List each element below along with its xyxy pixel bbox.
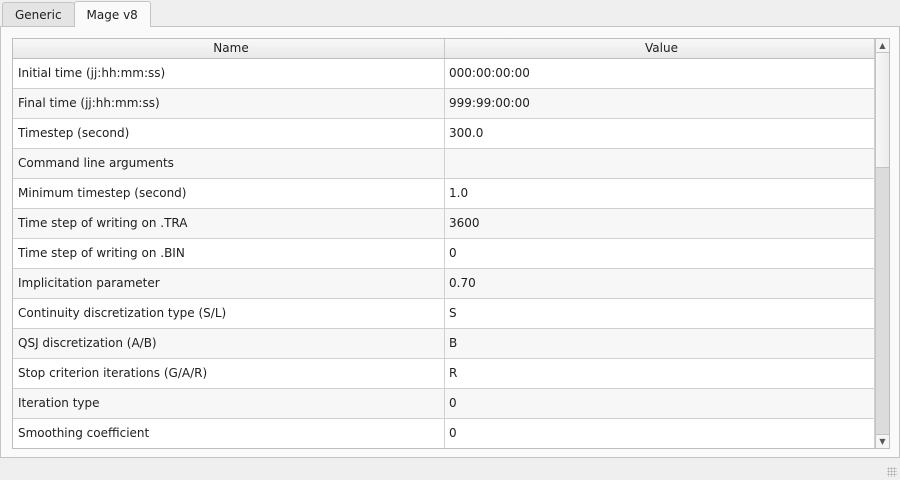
table-header: Name Value bbox=[13, 39, 889, 59]
table-row[interactable]: Initial time (jj:hh:mm:ss) 000:00:00:00 bbox=[13, 59, 889, 89]
table-row[interactable]: Timestep (second) 300.0 bbox=[13, 119, 889, 149]
table-row[interactable]: QSJ discretization (A/B) B bbox=[13, 329, 889, 359]
cell-value[interactable]: 1.0 bbox=[445, 179, 875, 208]
cell-value[interactable]: 300.0 bbox=[445, 119, 875, 148]
cell-name: Iteration type bbox=[13, 389, 445, 418]
cell-name: Smoothing coefficient bbox=[13, 419, 445, 448]
table-row[interactable]: Final time (jj:hh:mm:ss) 999:99:00:00 bbox=[13, 89, 889, 119]
tab-generic[interactable]: Generic bbox=[2, 2, 75, 27]
tab-pane: Name Value Initial time (jj:hh:mm:ss) 000… bbox=[0, 26, 900, 458]
cell-name: QSJ discretization (A/B) bbox=[13, 329, 445, 358]
cell-name: Final time (jj:hh:mm:ss) bbox=[13, 89, 445, 118]
cell-name: Minimum timestep (second) bbox=[13, 179, 445, 208]
cell-value[interactable]: 0 bbox=[445, 419, 875, 448]
table-row[interactable]: Time step of writing on .TRA 3600 bbox=[13, 209, 889, 239]
table-body: Initial time (jj:hh:mm:ss) 000:00:00:00 Fi… bbox=[13, 59, 889, 448]
scroll-up-arrow-icon[interactable]: ▲ bbox=[876, 39, 889, 53]
cell-value[interactable]: 0.70 bbox=[445, 269, 875, 298]
cell-value[interactable]: B bbox=[445, 329, 875, 358]
cell-value[interactable]: S bbox=[445, 299, 875, 328]
vertical-scrollbar[interactable]: ▲ ▼ bbox=[875, 39, 889, 448]
cell-name: Command line arguments bbox=[13, 149, 445, 178]
cell-value[interactable]: 3600 bbox=[445, 209, 875, 238]
cell-name: Stop criterion iterations (G/A/R) bbox=[13, 359, 445, 388]
cell-value[interactable] bbox=[445, 149, 875, 178]
cell-name: Initial time (jj:hh:mm:ss) bbox=[13, 59, 445, 88]
cell-name: Time step of writing on .BIN bbox=[13, 239, 445, 268]
cell-name: Time step of writing on .TRA bbox=[13, 209, 445, 238]
table-row[interactable]: Iteration type 0 bbox=[13, 389, 889, 419]
cell-value[interactable]: 999:99:00:00 bbox=[445, 89, 875, 118]
table-row[interactable]: Continuity discretization type (S/L) S bbox=[13, 299, 889, 329]
table-row[interactable]: Command line arguments bbox=[13, 149, 889, 179]
table-row[interactable]: Minimum timestep (second) 1.0 bbox=[13, 179, 889, 209]
column-header-name[interactable]: Name bbox=[13, 39, 445, 58]
cell-value[interactable]: R bbox=[445, 359, 875, 388]
cell-name: Timestep (second) bbox=[13, 119, 445, 148]
scrollbar-handle[interactable] bbox=[876, 53, 889, 168]
cell-name: Continuity discretization type (S/L) bbox=[13, 299, 445, 328]
tab-bar: Generic Mage v8 bbox=[2, 1, 151, 27]
table-row[interactable]: Time step of writing on .BIN 0 bbox=[13, 239, 889, 269]
cell-name: Implicitation parameter bbox=[13, 269, 445, 298]
table-row[interactable]: Implicitation parameter 0.70 bbox=[13, 269, 889, 299]
tab-mage-v8[interactable]: Mage v8 bbox=[73, 1, 151, 27]
cell-value[interactable]: 0 bbox=[445, 389, 875, 418]
cell-value[interactable]: 0 bbox=[445, 239, 875, 268]
table-row[interactable]: Stop criterion iterations (G/A/R) R bbox=[13, 359, 889, 389]
parameters-table: Name Value Initial time (jj:hh:mm:ss) 000… bbox=[12, 38, 890, 449]
column-header-value[interactable]: Value bbox=[445, 39, 875, 58]
scroll-down-arrow-icon[interactable]: ▼ bbox=[876, 434, 889, 448]
table-row[interactable]: Smoothing coefficient 0 bbox=[13, 419, 889, 448]
resize-grip-icon[interactable] bbox=[887, 467, 897, 477]
cell-value[interactable]: 000:00:00:00 bbox=[445, 59, 875, 88]
